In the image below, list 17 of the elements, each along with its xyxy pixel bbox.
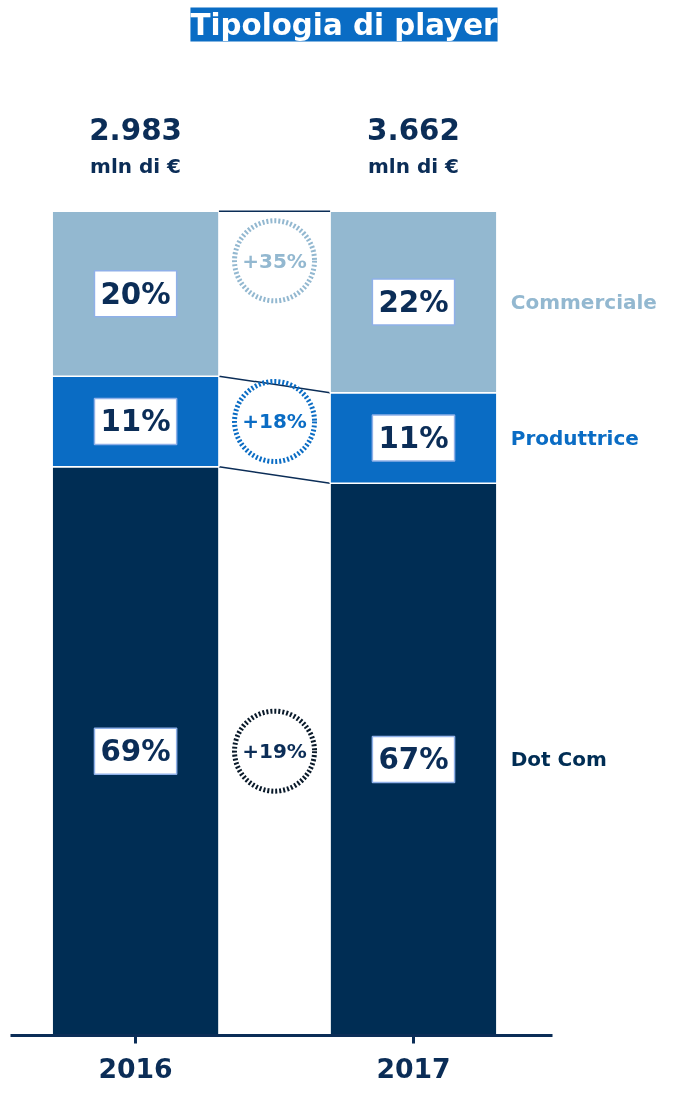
annotation: +35%	[242, 248, 307, 273]
data-label: 11%	[100, 404, 171, 439]
data-label: 69%	[100, 734, 171, 769]
data-label: 67%	[378, 742, 449, 777]
data-label: 11%	[378, 420, 449, 455]
series-label: Dot Com	[510, 747, 607, 772]
text: 2.983 mln di €	[89, 112, 182, 178]
annotation: +18%	[242, 409, 307, 434]
x-tick-label: 2017	[376, 1052, 451, 1084]
data-label: 20%	[100, 276, 171, 311]
annotation: +19%	[242, 739, 307, 764]
chart-title: Tipologia di player	[190, 7, 499, 42]
x-tick-label: 2016	[98, 1052, 173, 1084]
series-label: Commerciale	[510, 289, 657, 314]
series-label: Produttrice	[510, 425, 639, 450]
text: 3.662 mln di €	[367, 112, 460, 178]
data-label: 22%	[378, 284, 449, 319]
